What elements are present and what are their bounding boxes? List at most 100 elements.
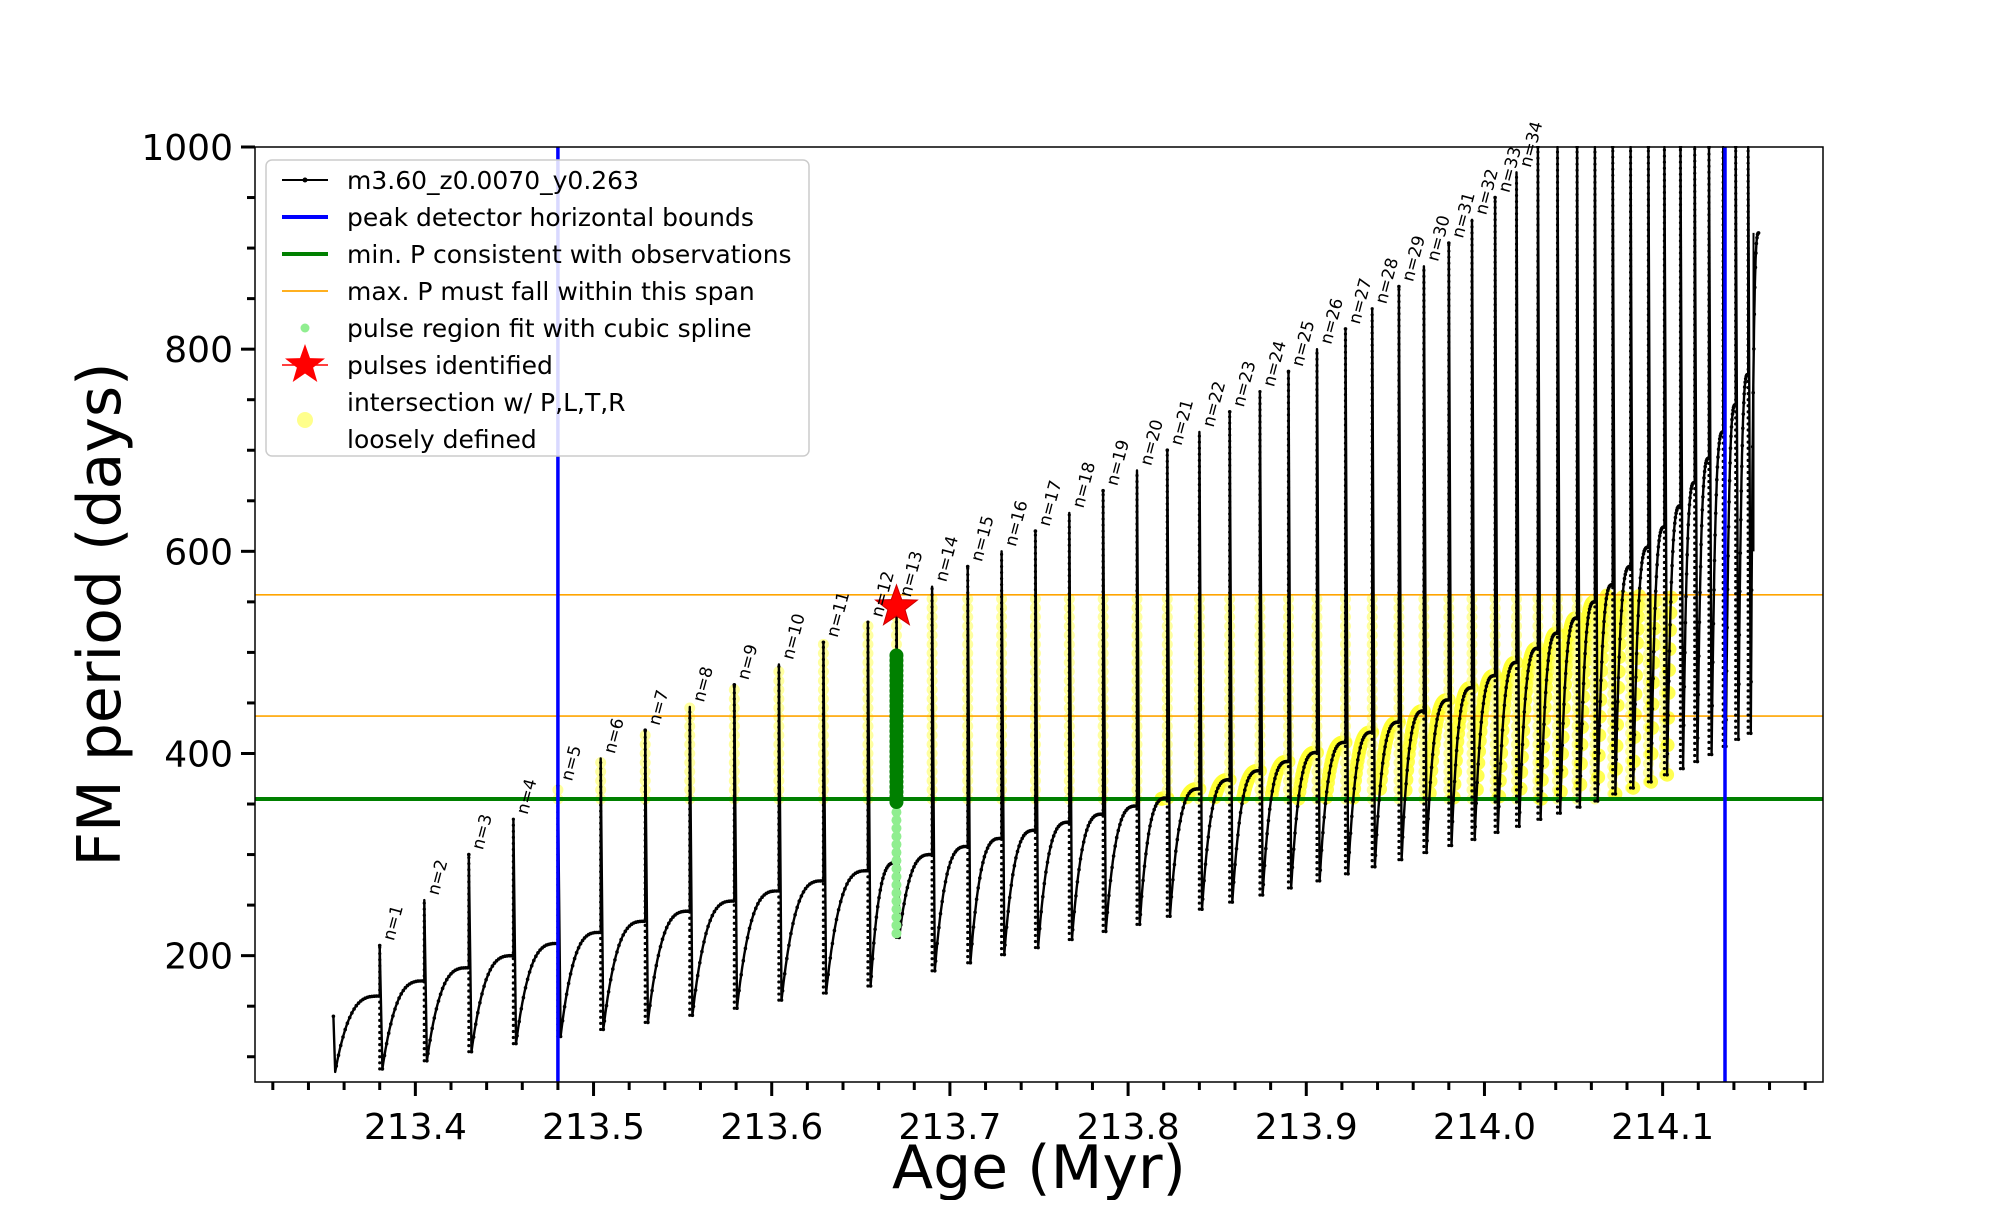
track-point xyxy=(1228,427,1231,430)
track-point xyxy=(1536,599,1539,602)
track-point xyxy=(873,928,877,932)
track-point xyxy=(1556,175,1559,178)
track-point xyxy=(1258,736,1261,739)
track-point xyxy=(1494,218,1497,221)
track-point xyxy=(1397,810,1400,813)
track-point xyxy=(1635,652,1639,656)
track-point xyxy=(866,954,869,957)
track-point xyxy=(1470,425,1473,428)
track-point xyxy=(1586,622,1590,626)
track-point xyxy=(1522,725,1526,729)
track-point xyxy=(1371,653,1374,656)
track-point xyxy=(1576,648,1579,651)
track-point xyxy=(822,882,825,885)
track-point xyxy=(688,971,691,974)
track-point xyxy=(1374,854,1378,858)
track-point xyxy=(1371,756,1374,759)
track-point xyxy=(1085,828,1089,832)
track-point xyxy=(1515,606,1518,609)
track-point xyxy=(966,694,969,697)
track-point xyxy=(599,900,602,903)
track-point xyxy=(1576,411,1579,414)
track-point xyxy=(1470,607,1473,610)
track-point xyxy=(1536,387,1539,390)
track-point xyxy=(599,864,602,867)
track-point xyxy=(1743,380,1747,384)
track-point xyxy=(866,960,869,963)
track-point xyxy=(1447,316,1450,319)
track-point xyxy=(930,842,933,845)
track-point xyxy=(1580,722,1584,726)
track-point xyxy=(512,951,515,954)
track-point xyxy=(1713,559,1717,563)
track-point xyxy=(1166,805,1169,808)
track-point xyxy=(1371,847,1374,850)
track-point xyxy=(1515,497,1518,500)
track-point xyxy=(966,810,969,813)
track-point xyxy=(644,912,647,915)
track-point xyxy=(1494,643,1497,646)
track-point xyxy=(1371,489,1374,492)
track-point xyxy=(1536,393,1539,396)
track-point xyxy=(1068,538,1071,541)
track-point xyxy=(1556,678,1559,681)
track-point xyxy=(966,737,969,740)
track-point xyxy=(1239,811,1243,815)
track-point xyxy=(822,658,825,661)
track-point xyxy=(1729,435,1733,439)
track-point xyxy=(1228,816,1231,819)
track-point xyxy=(467,1050,470,1053)
track-point xyxy=(791,922,795,926)
track-point xyxy=(1258,554,1261,557)
track-point xyxy=(445,978,449,982)
track-point xyxy=(599,876,602,879)
track-point xyxy=(1422,305,1425,308)
track-point xyxy=(383,1054,387,1058)
track-point xyxy=(1672,529,1676,533)
track-point xyxy=(1536,526,1539,529)
track-point xyxy=(1371,459,1374,462)
track-point xyxy=(1034,534,1037,537)
track-point xyxy=(1515,534,1518,537)
track-point xyxy=(1397,603,1400,606)
track-point xyxy=(1494,352,1497,355)
track-point xyxy=(1198,525,1201,528)
track-point xyxy=(1447,322,1450,325)
track-point xyxy=(1205,848,1209,852)
track-point xyxy=(644,881,647,884)
track-point xyxy=(966,597,969,600)
track-point xyxy=(1135,698,1138,701)
track-point xyxy=(1494,206,1497,209)
track-point xyxy=(777,707,780,710)
track-point xyxy=(1715,478,1719,482)
track-point xyxy=(1576,490,1579,493)
track-point xyxy=(1258,396,1261,399)
track-point xyxy=(1135,892,1138,895)
track-point xyxy=(1742,412,1746,416)
track-point xyxy=(1515,679,1518,682)
track-point xyxy=(930,848,933,851)
track-point xyxy=(1556,739,1559,742)
track-point xyxy=(1166,890,1169,893)
track-point xyxy=(902,902,906,906)
track-point xyxy=(1422,451,1425,454)
track-point xyxy=(1470,559,1473,562)
track-point xyxy=(644,997,647,1000)
track-point xyxy=(1258,687,1261,690)
track-point xyxy=(1287,753,1290,756)
track-point xyxy=(1422,808,1425,811)
track-point xyxy=(1228,609,1231,612)
track-point xyxy=(1494,819,1497,822)
track-point xyxy=(1685,572,1689,576)
track-point xyxy=(1470,747,1473,750)
track-point xyxy=(1068,744,1071,747)
track-point xyxy=(1576,448,1579,451)
track-point xyxy=(1166,860,1169,863)
track-point xyxy=(733,813,736,816)
track-point xyxy=(644,736,647,739)
track-point xyxy=(476,1011,480,1015)
track-point xyxy=(1181,806,1185,810)
track-point xyxy=(1515,376,1518,379)
track-point xyxy=(1515,218,1518,221)
track-point xyxy=(1000,735,1003,738)
